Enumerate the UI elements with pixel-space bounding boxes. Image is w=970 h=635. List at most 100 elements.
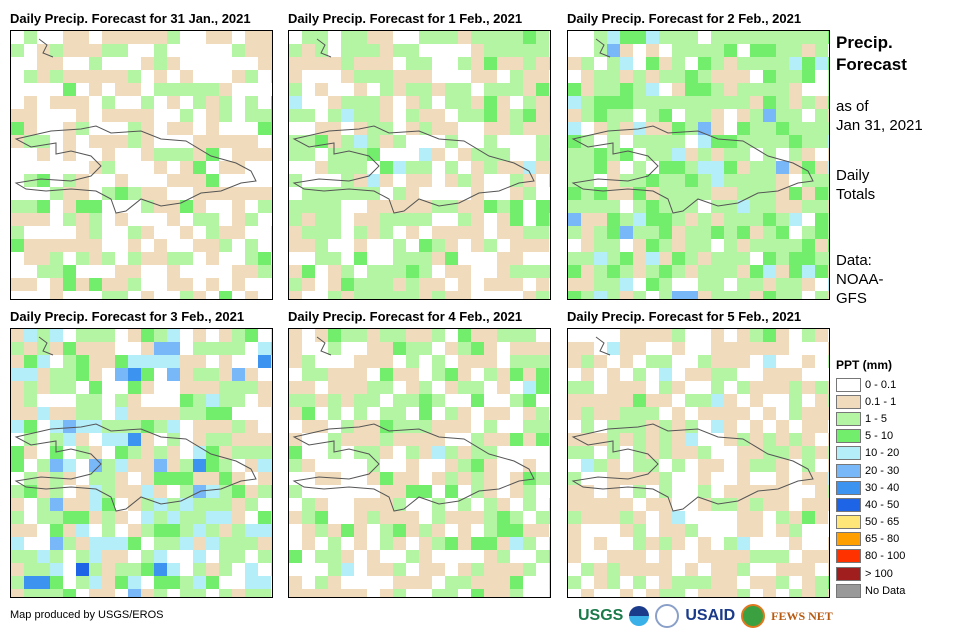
grid-cell (232, 394, 245, 407)
grid-cell (419, 96, 432, 109)
grid-cell (289, 485, 302, 498)
grid-cell (646, 213, 659, 226)
grid-cell (245, 355, 258, 368)
grid-cell (802, 213, 815, 226)
grid-cell (581, 420, 594, 433)
grid-cell (154, 252, 167, 265)
grid-cell (341, 329, 354, 342)
grid-cell (167, 433, 180, 446)
grid-cell (549, 407, 550, 420)
grid-cell (141, 563, 154, 576)
grid-cell (594, 239, 607, 252)
grid-cell (232, 83, 245, 96)
grid-cell (24, 563, 37, 576)
grid-cell (180, 394, 193, 407)
grid-cell (37, 161, 50, 174)
grid-cell (232, 446, 245, 459)
grid-cell (393, 472, 406, 485)
grid-cell (750, 329, 763, 342)
grid-cell (672, 589, 685, 597)
grid-cell (698, 161, 711, 174)
grid-cell (763, 83, 776, 96)
grid-cell (763, 407, 776, 420)
grid-cell (789, 109, 802, 122)
grid-cell (11, 291, 24, 299)
grid-cell (458, 563, 471, 576)
grid-cell (659, 498, 672, 511)
grid-cell (510, 589, 523, 597)
usaid-logo: USAID (685, 607, 736, 624)
grid-cell (154, 148, 167, 161)
grid-cell (232, 135, 245, 148)
grid-cell (724, 342, 737, 355)
grid-cell (115, 161, 128, 174)
grid-cell (258, 122, 271, 135)
grid-cell (659, 161, 672, 174)
grid-cell (672, 472, 685, 485)
grid-cell (393, 394, 406, 407)
grid-cell (232, 291, 245, 299)
grid-cell (367, 226, 380, 239)
grid-cell (685, 459, 698, 472)
grid-cell (620, 278, 633, 291)
grid-cell (789, 187, 802, 200)
grid-cell (341, 278, 354, 291)
grid-cell (776, 459, 789, 472)
grid-cell (63, 291, 76, 299)
grid-cell (594, 368, 607, 381)
grid-cell (432, 96, 445, 109)
grid-cell (289, 174, 302, 187)
grid-cell (102, 563, 115, 576)
grid-cell (484, 485, 497, 498)
grid-cell (258, 109, 271, 122)
grid-cell (302, 407, 315, 420)
grid-cell (828, 433, 829, 446)
grid-cell (37, 213, 50, 226)
grid-cell (607, 83, 620, 96)
grid-cell (393, 563, 406, 576)
grid-cell (341, 589, 354, 597)
grid-cell (206, 524, 219, 537)
grid-cell (167, 291, 180, 299)
grid-cell (432, 394, 445, 407)
grid-cell (180, 109, 193, 122)
grid-cell (750, 537, 763, 550)
grid-cell (24, 394, 37, 407)
grid-cell (432, 265, 445, 278)
grid-cell (302, 459, 315, 472)
grid-cell (510, 148, 523, 161)
grid-cell (646, 291, 659, 299)
grid-cell (659, 459, 672, 472)
grid-cell (63, 57, 76, 70)
grid-cell (50, 342, 63, 355)
grid-cell (115, 368, 128, 381)
grid-cell (549, 213, 550, 226)
grid-cell (497, 252, 510, 265)
grid-cell (354, 31, 367, 44)
grid-cell (594, 459, 607, 472)
grid-cell (672, 226, 685, 239)
grid-cell (328, 44, 341, 57)
grid-cell (471, 83, 484, 96)
grid-cell (724, 472, 737, 485)
grid-cell (232, 96, 245, 109)
grid-cell (724, 278, 737, 291)
grid-cell (523, 44, 536, 57)
grid-cell (406, 226, 419, 239)
grid-cell (724, 96, 737, 109)
grid-cell (633, 226, 646, 239)
grid-cell (115, 355, 128, 368)
grid-cell (484, 96, 497, 109)
grid-cell (776, 407, 789, 420)
grid-cell (802, 135, 815, 148)
grid-cell (76, 329, 89, 342)
legend-title: Precip. Forecast (836, 33, 907, 74)
grid-cell (76, 433, 89, 446)
grid-cell (523, 200, 536, 213)
grid-cell (141, 420, 154, 433)
grid-cell (594, 355, 607, 368)
grid-cell (633, 550, 646, 563)
grid-cell (180, 368, 193, 381)
grid-cell (581, 252, 594, 265)
grid-cell (258, 265, 271, 278)
